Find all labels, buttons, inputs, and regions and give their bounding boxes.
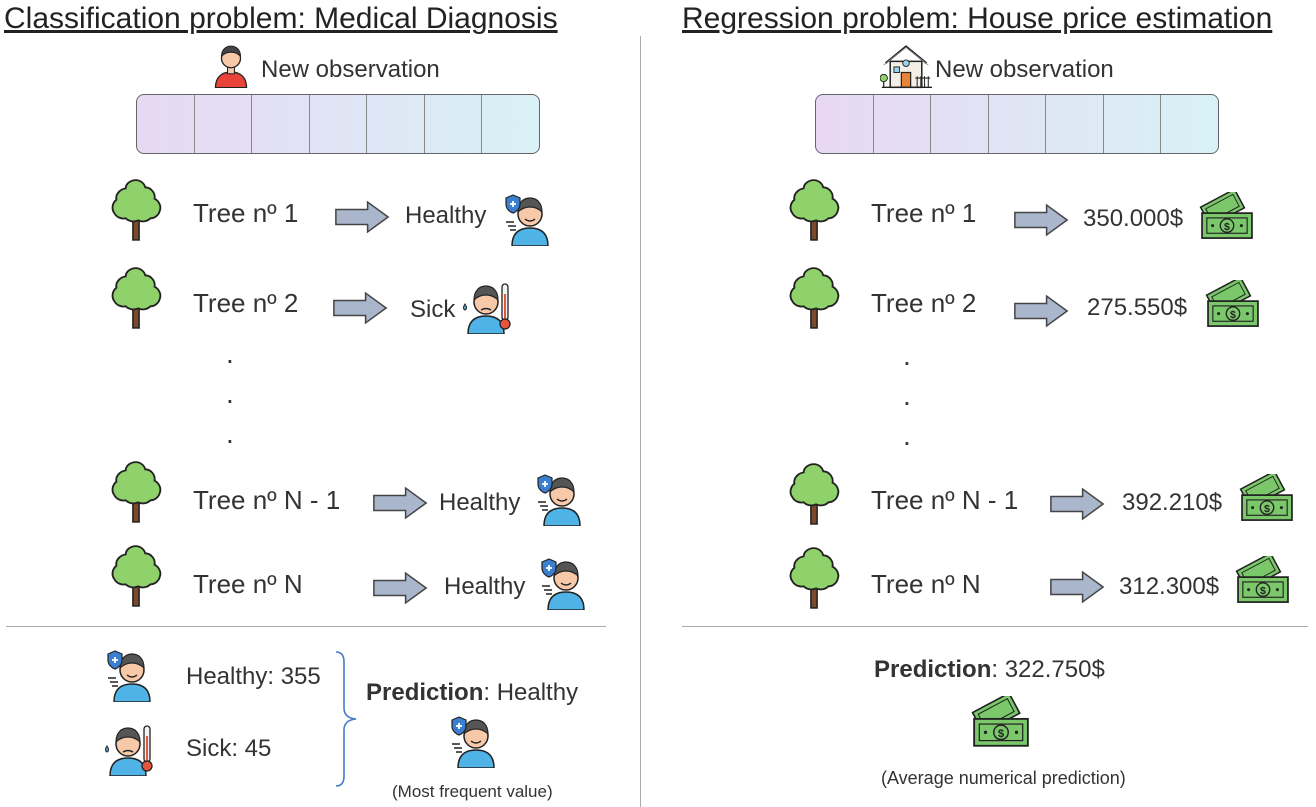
vector-cell: [989, 95, 1047, 153]
right-prediction-bold: Prediction: [874, 656, 992, 683]
left-ellipsis-dot: .: [226, 378, 234, 409]
healthy-person-icon: [448, 714, 498, 768]
right-ellipsis-dot: .: [903, 340, 911, 371]
right-title-rest: : House price estimation: [950, 2, 1273, 35]
vector-cell: [874, 95, 932, 153]
right-tree-1-result: 350.000$: [1083, 205, 1184, 232]
left-summary-sick: Sick: 45: [186, 735, 272, 762]
left-tree-n-label: Tree nº N: [193, 569, 303, 599]
tree-icon: [110, 176, 162, 242]
left-ellipsis-dot: .: [226, 418, 234, 449]
tree-icon: [110, 542, 162, 608]
tree-icon: [788, 176, 840, 242]
left-ellipsis-dot: .: [226, 338, 234, 369]
vector-cell: [1161, 95, 1218, 153]
vector-cell: [195, 95, 253, 153]
arrow-right-icon: [372, 486, 428, 520]
left-tree-2-result: Sick: [410, 296, 456, 323]
left-tree-2-label: Tree nº 2: [193, 288, 299, 318]
arrow-right-icon: [1049, 570, 1105, 604]
left-summary-healthy: Healthy: 355: [186, 663, 321, 690]
sick-person-icon: [104, 722, 154, 776]
right-observation-vector: [815, 94, 1219, 154]
right-tree-n-label: Tree nº N: [871, 569, 981, 599]
arrow-right-icon: [334, 200, 390, 234]
left-observation-vector: [136, 94, 540, 154]
panel-separator: [640, 36, 641, 807]
left-prediction-bold: Prediction: [366, 679, 484, 706]
tree-icon: [110, 458, 162, 524]
right-title-bold: Regression problem: [682, 2, 951, 35]
healthy-person-icon: [538, 556, 588, 610]
right-new-observation: New observation: [935, 56, 1114, 83]
right-tree-n1-label: Tree nº N - 1: [871, 485, 1019, 515]
arrow-right-icon: [372, 571, 428, 605]
money-icon: [1238, 474, 1296, 522]
left-prediction-note: (Most frequent value): [392, 782, 553, 801]
right-tree-1-label: Tree nº 1: [871, 198, 977, 228]
healthy-person-icon: [534, 472, 584, 526]
left-title-bold: Classification problem: [4, 2, 298, 35]
left-tree-1-label: Tree nº 1: [193, 198, 299, 228]
vector-cell: [425, 95, 483, 153]
sick-person-icon: [462, 280, 512, 334]
person-icon: [212, 44, 250, 88]
right-tree-2-label: Tree nº 2: [871, 288, 977, 318]
vector-cell: [816, 95, 874, 153]
healthy-person-icon: [502, 192, 552, 246]
arrow-right-icon: [1013, 294, 1069, 328]
left-tree-n1-label: Tree nº N - 1: [193, 485, 341, 515]
left-title-rest: : Medical Diagnosis: [297, 2, 558, 35]
left-title: Classification problem: Medical Diagnosi…: [4, 2, 558, 36]
house-icon: [880, 42, 932, 90]
left-prediction-rest: : Healthy: [483, 679, 579, 706]
vector-cell: [482, 95, 539, 153]
right-prediction: Prediction: 322.750$: [874, 656, 1105, 684]
left-new-observation: New observation: [261, 56, 440, 83]
arrow-right-icon: [332, 291, 388, 325]
right-prediction-rest: : 322.750$: [991, 656, 1105, 683]
right-tree-n-result: 312.300$: [1119, 573, 1220, 600]
money-icon: [1198, 192, 1256, 240]
right-title: Regression problem: House price estimati…: [682, 2, 1272, 36]
money-icon: [970, 696, 1032, 748]
vector-cell: [252, 95, 310, 153]
right-tree-n1-result: 392.210$: [1122, 489, 1223, 516]
left-prediction: Prediction: Healthy: [366, 679, 578, 707]
left-tree-n1-result: Healthy: [439, 489, 521, 516]
healthy-person-icon: [104, 648, 154, 702]
vector-cell: [1046, 95, 1104, 153]
vector-cell: [367, 95, 425, 153]
arrow-right-icon: [1049, 487, 1105, 521]
tree-icon: [788, 544, 840, 610]
left-tree-1-result: Healthy: [405, 202, 487, 229]
right-ellipsis-dot: .: [903, 380, 911, 411]
vector-cell: [931, 95, 989, 153]
tree-icon: [788, 264, 840, 330]
brace-icon: [335, 651, 357, 787]
tree-icon: [788, 460, 840, 526]
right-ellipsis-dot: .: [903, 420, 911, 451]
money-icon: [1204, 280, 1262, 328]
right-tree-2-result: 275.550$: [1087, 294, 1188, 321]
vector-cell: [137, 95, 195, 153]
money-icon: [1234, 556, 1292, 604]
tree-icon: [110, 264, 162, 330]
left-divider: [6, 626, 606, 627]
vector-cell: [1104, 95, 1162, 153]
arrow-right-icon: [1013, 203, 1069, 237]
left-tree-n-result: Healthy: [444, 573, 526, 600]
right-divider: [682, 626, 1308, 627]
vector-cell: [310, 95, 368, 153]
right-prediction-note: (Average numerical prediction): [881, 768, 1126, 788]
